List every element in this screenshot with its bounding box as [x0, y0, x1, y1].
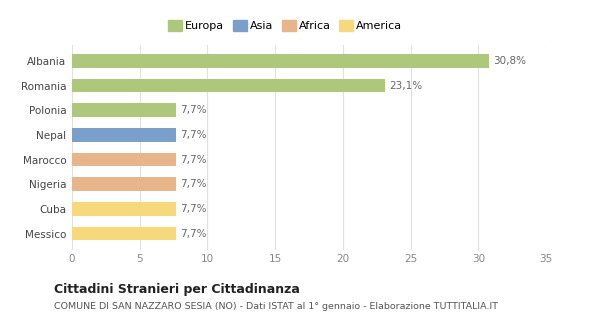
Bar — [72, 128, 176, 142]
Text: 7,7%: 7,7% — [181, 155, 207, 164]
Bar — [72, 79, 385, 92]
Bar — [72, 177, 176, 191]
Text: 7,7%: 7,7% — [181, 204, 207, 214]
Bar — [72, 103, 176, 117]
Bar — [72, 153, 176, 166]
Text: 7,7%: 7,7% — [181, 228, 207, 238]
Text: Cittadini Stranieri per Cittadinanza: Cittadini Stranieri per Cittadinanza — [54, 283, 300, 296]
Legend: Europa, Asia, Africa, America: Europa, Asia, Africa, America — [166, 18, 404, 33]
Text: 7,7%: 7,7% — [181, 179, 207, 189]
Bar — [72, 202, 176, 216]
Text: COMUNE DI SAN NAZZARO SESIA (NO) - Dati ISTAT al 1° gennaio - Elaborazione TUTTI: COMUNE DI SAN NAZZARO SESIA (NO) - Dati … — [54, 302, 498, 311]
Bar — [72, 227, 176, 240]
Text: 7,7%: 7,7% — [181, 130, 207, 140]
Text: 30,8%: 30,8% — [493, 56, 526, 66]
Text: 7,7%: 7,7% — [181, 105, 207, 115]
Text: 23,1%: 23,1% — [389, 81, 422, 91]
Bar — [72, 54, 489, 68]
